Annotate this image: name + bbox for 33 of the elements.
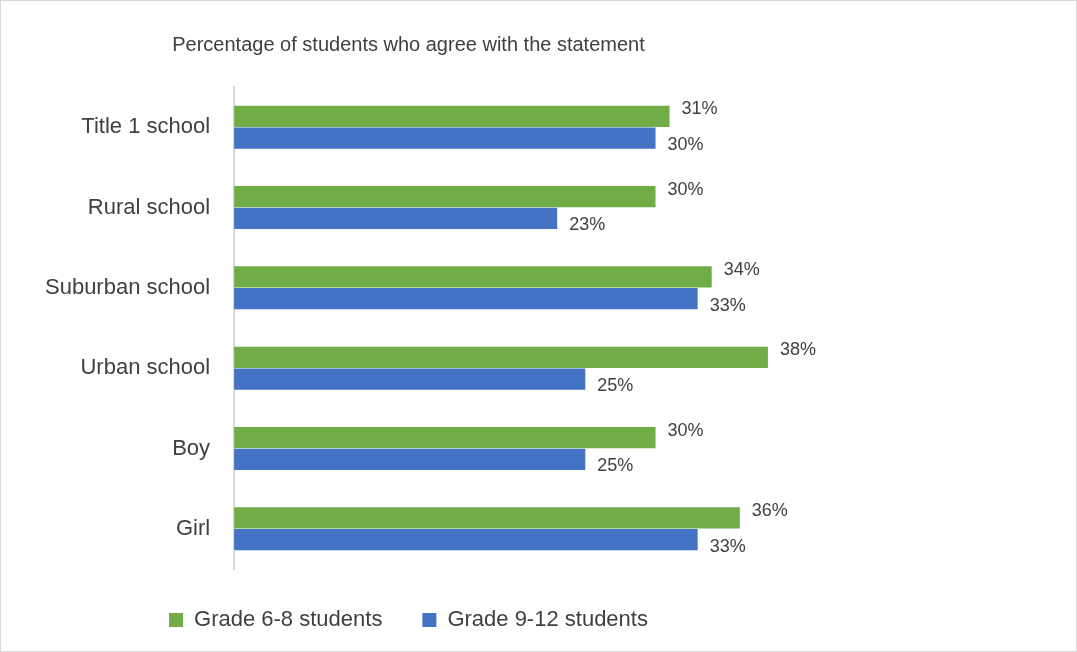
data-label: 25%	[597, 455, 634, 476]
data-label: 34%	[723, 258, 760, 279]
data-label: 33%	[709, 535, 746, 556]
bar	[234, 105, 670, 127]
bar	[234, 368, 586, 390]
y-tick-label: Rural school	[87, 193, 211, 219]
bar	[234, 207, 558, 229]
data-label: 25%	[597, 374, 634, 395]
data-label: 36%	[751, 499, 788, 520]
data-label: 31%	[681, 98, 718, 119]
data-label: 23%	[569, 214, 606, 235]
bar	[234, 288, 698, 310]
data-label: 30%	[667, 178, 704, 199]
data-label: 33%	[709, 294, 746, 315]
bar	[234, 346, 768, 368]
bar	[234, 266, 712, 288]
legend-label: Grade 6-8 students	[194, 606, 383, 632]
bar	[234, 507, 740, 529]
chart-title: Percentage of students who agree with the statement	[172, 32, 646, 55]
data-label: 38%	[779, 339, 816, 360]
y-tick-label: Title 1 school	[81, 113, 211, 139]
y-tick-label: Boy	[172, 434, 211, 460]
bar	[234, 186, 656, 208]
bar	[234, 529, 698, 551]
y-tick-label: Urban school	[80, 354, 211, 380]
data-label: 30%	[667, 133, 704, 154]
bar	[234, 127, 656, 149]
y-tick-label: Suburban school	[44, 273, 211, 299]
legend-label: Grade 9-12 students	[447, 606, 648, 632]
y-tick-label: Girl	[175, 514, 211, 540]
bar	[234, 427, 656, 449]
bar	[234, 448, 586, 470]
data-label: 30%	[667, 419, 704, 440]
